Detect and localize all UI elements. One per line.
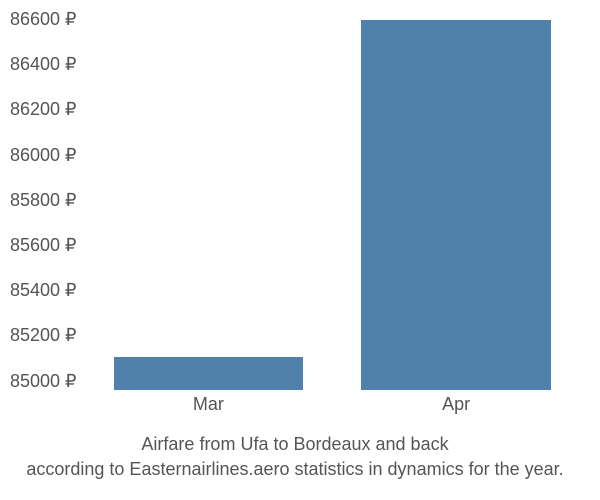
y-tick: 85400 ₽ [10,281,77,299]
y-tick: 85600 ₽ [10,236,77,254]
bar-group-apr [345,20,568,390]
x-axis: Mar Apr [85,390,580,420]
bar-apr [361,20,551,390]
x-tick-apr: Apr [345,394,568,415]
bar-group-mar [97,20,320,390]
y-tick: 86600 ₽ [10,10,77,28]
caption-line-2: according to Easternairlines.aero statis… [20,457,570,482]
y-tick: 85200 ₽ [10,326,77,344]
x-tick-mar: Mar [97,394,320,415]
plot-area: Mar Apr [85,10,580,420]
y-tick: 85000 ₽ [10,372,77,390]
bars-container [85,20,580,390]
y-axis: 86600 ₽ 86400 ₽ 86200 ₽ 86000 ₽ 85800 ₽ … [10,10,85,420]
chart-caption: Airfare from Ufa to Bordeaux and back ac… [10,420,580,490]
chart-area: 86600 ₽ 86400 ₽ 86200 ₽ 86000 ₽ 85800 ₽ … [10,10,580,420]
caption-line-1: Airfare from Ufa to Bordeaux and back [20,432,570,457]
y-tick: 85800 ₽ [10,191,77,209]
y-tick: 86400 ₽ [10,55,77,73]
y-tick: 86000 ₽ [10,146,77,164]
bar-mar [114,357,304,389]
y-tick: 86200 ₽ [10,100,77,118]
